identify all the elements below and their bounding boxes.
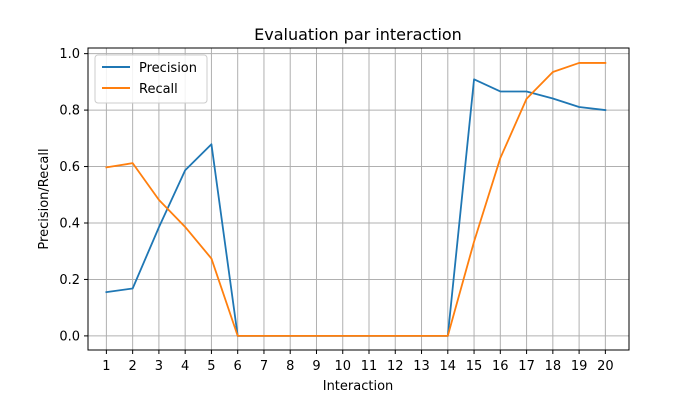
x-tick-label: 12 <box>387 359 404 374</box>
y-tick-label: 0.0 <box>59 329 80 344</box>
legend-label-precision: Precision <box>139 61 197 76</box>
plot-frame <box>87 47 630 351</box>
y-axis-label: Precision/Recall <box>37 148 52 249</box>
series-line-recall <box>105 62 607 337</box>
x-tick-label: 17 <box>518 359 535 374</box>
x-axis: 1 2 3 4 5 6 7 8 9 10 11 12 13 14 15 16 17 18 19 20 <box>102 350 614 374</box>
x-tick-label: 9 <box>312 359 320 374</box>
chart-title: Evaluation par interaction <box>254 25 462 44</box>
x-tick-label: 7 <box>260 359 268 374</box>
x-tick-label: 4 <box>181 359 189 374</box>
x-tick-label: 10 <box>334 359 351 374</box>
y-tick-label: 0.8 <box>59 104 80 119</box>
x-tick-label: 6 <box>234 359 242 374</box>
x-tick-label: 19 <box>571 359 588 374</box>
legend-label-recall: Recall <box>139 82 178 97</box>
legend: Precision Recall <box>94 54 208 104</box>
y-tick-label: 0.2 <box>59 273 80 288</box>
x-tick-label: 15 <box>466 359 483 374</box>
y-tick-label: 0.6 <box>59 160 80 175</box>
y-axis: 0.0 0.2 0.4 0.6 0.8 1.0 <box>59 47 88 344</box>
x-tick-label: 18 <box>545 359 562 374</box>
x-tick-label: 16 <box>492 359 509 374</box>
series-lines <box>105 62 607 337</box>
x-tick-label: 14 <box>440 359 457 374</box>
y-tick-label: 1.0 <box>59 47 80 62</box>
y-tick-label: 0.4 <box>59 216 80 231</box>
x-tick-label: 13 <box>413 359 430 374</box>
x-axis-label: Interaction <box>323 379 394 394</box>
x-tick-label: 11 <box>361 359 378 374</box>
x-tick-label: 5 <box>207 359 215 374</box>
x-tick-label: 1 <box>102 359 110 374</box>
x-tick-label: 20 <box>597 359 614 374</box>
x-tick-label: 2 <box>129 359 137 374</box>
x-tick-label: 8 <box>286 359 294 374</box>
x-tick-label: 3 <box>155 359 163 374</box>
